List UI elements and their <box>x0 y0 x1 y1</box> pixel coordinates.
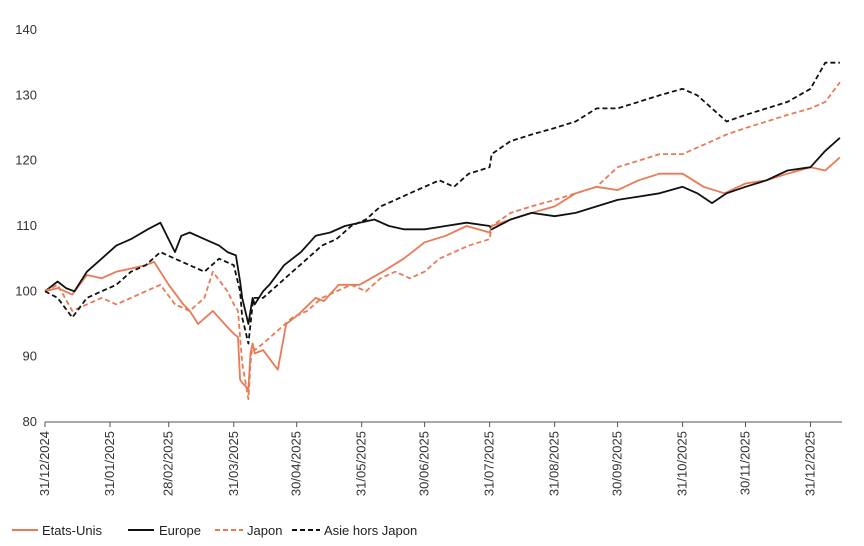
y-tick-label: 80 <box>23 414 37 429</box>
x-tick-label: 31/12/2025 <box>803 431 818 496</box>
plot-area <box>44 61 841 400</box>
y-tick-label: 100 <box>15 283 37 298</box>
x-tick-label: 30/04/2025 <box>289 431 304 496</box>
y-tick-label: 120 <box>15 153 37 168</box>
legend-label-asie-hors-japon: Asie hors Japon <box>324 523 417 538</box>
series-line-europe <box>44 137 841 325</box>
legend-label-europe: Europe <box>159 523 201 538</box>
y-axis: 80 90 100 110 120 130 140 <box>15 22 37 429</box>
x-tick-label: 31/10/2025 <box>675 431 690 496</box>
x-axis: 31/12/2024 31/01/2025 28/02/2025 31/03/2025… <box>37 422 818 496</box>
x-tick-label: 31/12/2024 <box>37 431 52 496</box>
x-tick-label: 31/03/2025 <box>226 431 241 496</box>
x-tick-label: 31/07/2025 <box>482 431 497 496</box>
legend-item-japon: Japon <box>215 523 282 538</box>
x-tick-label: 31/08/2025 <box>547 431 562 496</box>
legend: Etats-Unis Europe Japon Asie hors Japon <box>12 523 417 538</box>
x-tick-label: 31/05/2025 <box>354 431 369 496</box>
y-tick-label: 110 <box>16 218 37 233</box>
series-line-asie-hors-japon <box>44 61 840 345</box>
legend-item-europe: Europe <box>128 523 201 538</box>
y-tick-label: 90 <box>23 349 37 364</box>
y-tick-label: 130 <box>15 87 37 102</box>
x-tick-label: 30/06/2025 <box>417 431 432 496</box>
x-tick-label: 28/02/2025 <box>161 431 176 496</box>
x-tick-label: 30/09/2025 <box>610 431 625 496</box>
series-line-etats-unis <box>44 156 841 391</box>
legend-label-etats-unis: Etats-Unis <box>42 523 102 538</box>
legend-label-japon: Japon <box>247 523 282 538</box>
x-tick-label: 30/11/2025 <box>738 431 753 495</box>
legend-item-asie-hors-japon: Asie hors Japon <box>292 523 417 538</box>
legend-item-etats-unis: Etats-Unis <box>12 523 102 538</box>
series-line-japon <box>44 81 841 400</box>
x-tick-label: 31/01/2025 <box>102 431 117 496</box>
y-tick-label: 140 <box>15 22 37 37</box>
